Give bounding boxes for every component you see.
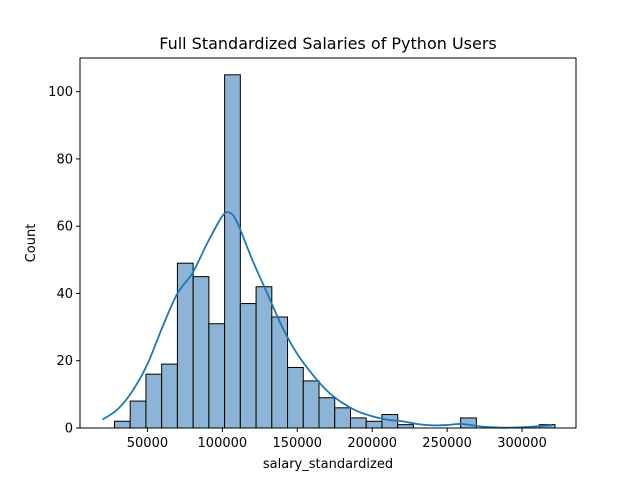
x-tick-label: 150000 [272, 436, 322, 451]
y-tick-label: 0 [65, 422, 73, 437]
histogram-bar [334, 407, 351, 429]
x-tick-label: 200000 [347, 436, 397, 451]
y-tick-label: 40 [56, 287, 73, 302]
histogram-bar [113, 420, 131, 429]
histogram-bar [192, 276, 210, 429]
x-tick-label: 100000 [198, 436, 248, 451]
histogram-bar [161, 363, 178, 429]
histogram-bar [255, 286, 273, 429]
histogram-bar [287, 366, 304, 429]
kde-line [101, 211, 553, 429]
y-tick-label: 100 [48, 85, 73, 100]
histogram-bar [145, 373, 163, 429]
histogram-bar [239, 303, 257, 429]
histogram-bar [365, 420, 383, 429]
chart-title: Full Standardized Salaries of Python Use… [159, 34, 497, 53]
histogram-bar [318, 397, 336, 429]
y-axis-label: Count [24, 224, 39, 263]
x-tick-label: 250000 [422, 436, 472, 451]
x-tick-label: 50000 [127, 436, 168, 451]
x-tick-label: 300000 [497, 436, 547, 451]
histogram-bar [129, 400, 147, 429]
plot-frame [79, 57, 577, 429]
kde-layer [101, 211, 553, 429]
histogram-bar [349, 417, 367, 429]
histogram-bar [460, 417, 477, 429]
x-axis-label: salary_standardized [263, 457, 393, 472]
x-axis: 50000 100000 150000 200000 250000 300000 [127, 428, 547, 451]
histogram-bar [302, 380, 320, 429]
y-tick-label: 60 [56, 220, 73, 235]
y-axis: 0 20 40 60 80 100 [48, 85, 80, 437]
bars-layer [113, 74, 556, 429]
y-tick-label: 20 [56, 354, 73, 369]
y-tick-label: 80 [56, 152, 73, 167]
histogram-bar [176, 262, 194, 429]
histogram-bar [224, 74, 241, 429]
histogram-bar [397, 424, 414, 429]
histogram-bar [208, 323, 226, 429]
